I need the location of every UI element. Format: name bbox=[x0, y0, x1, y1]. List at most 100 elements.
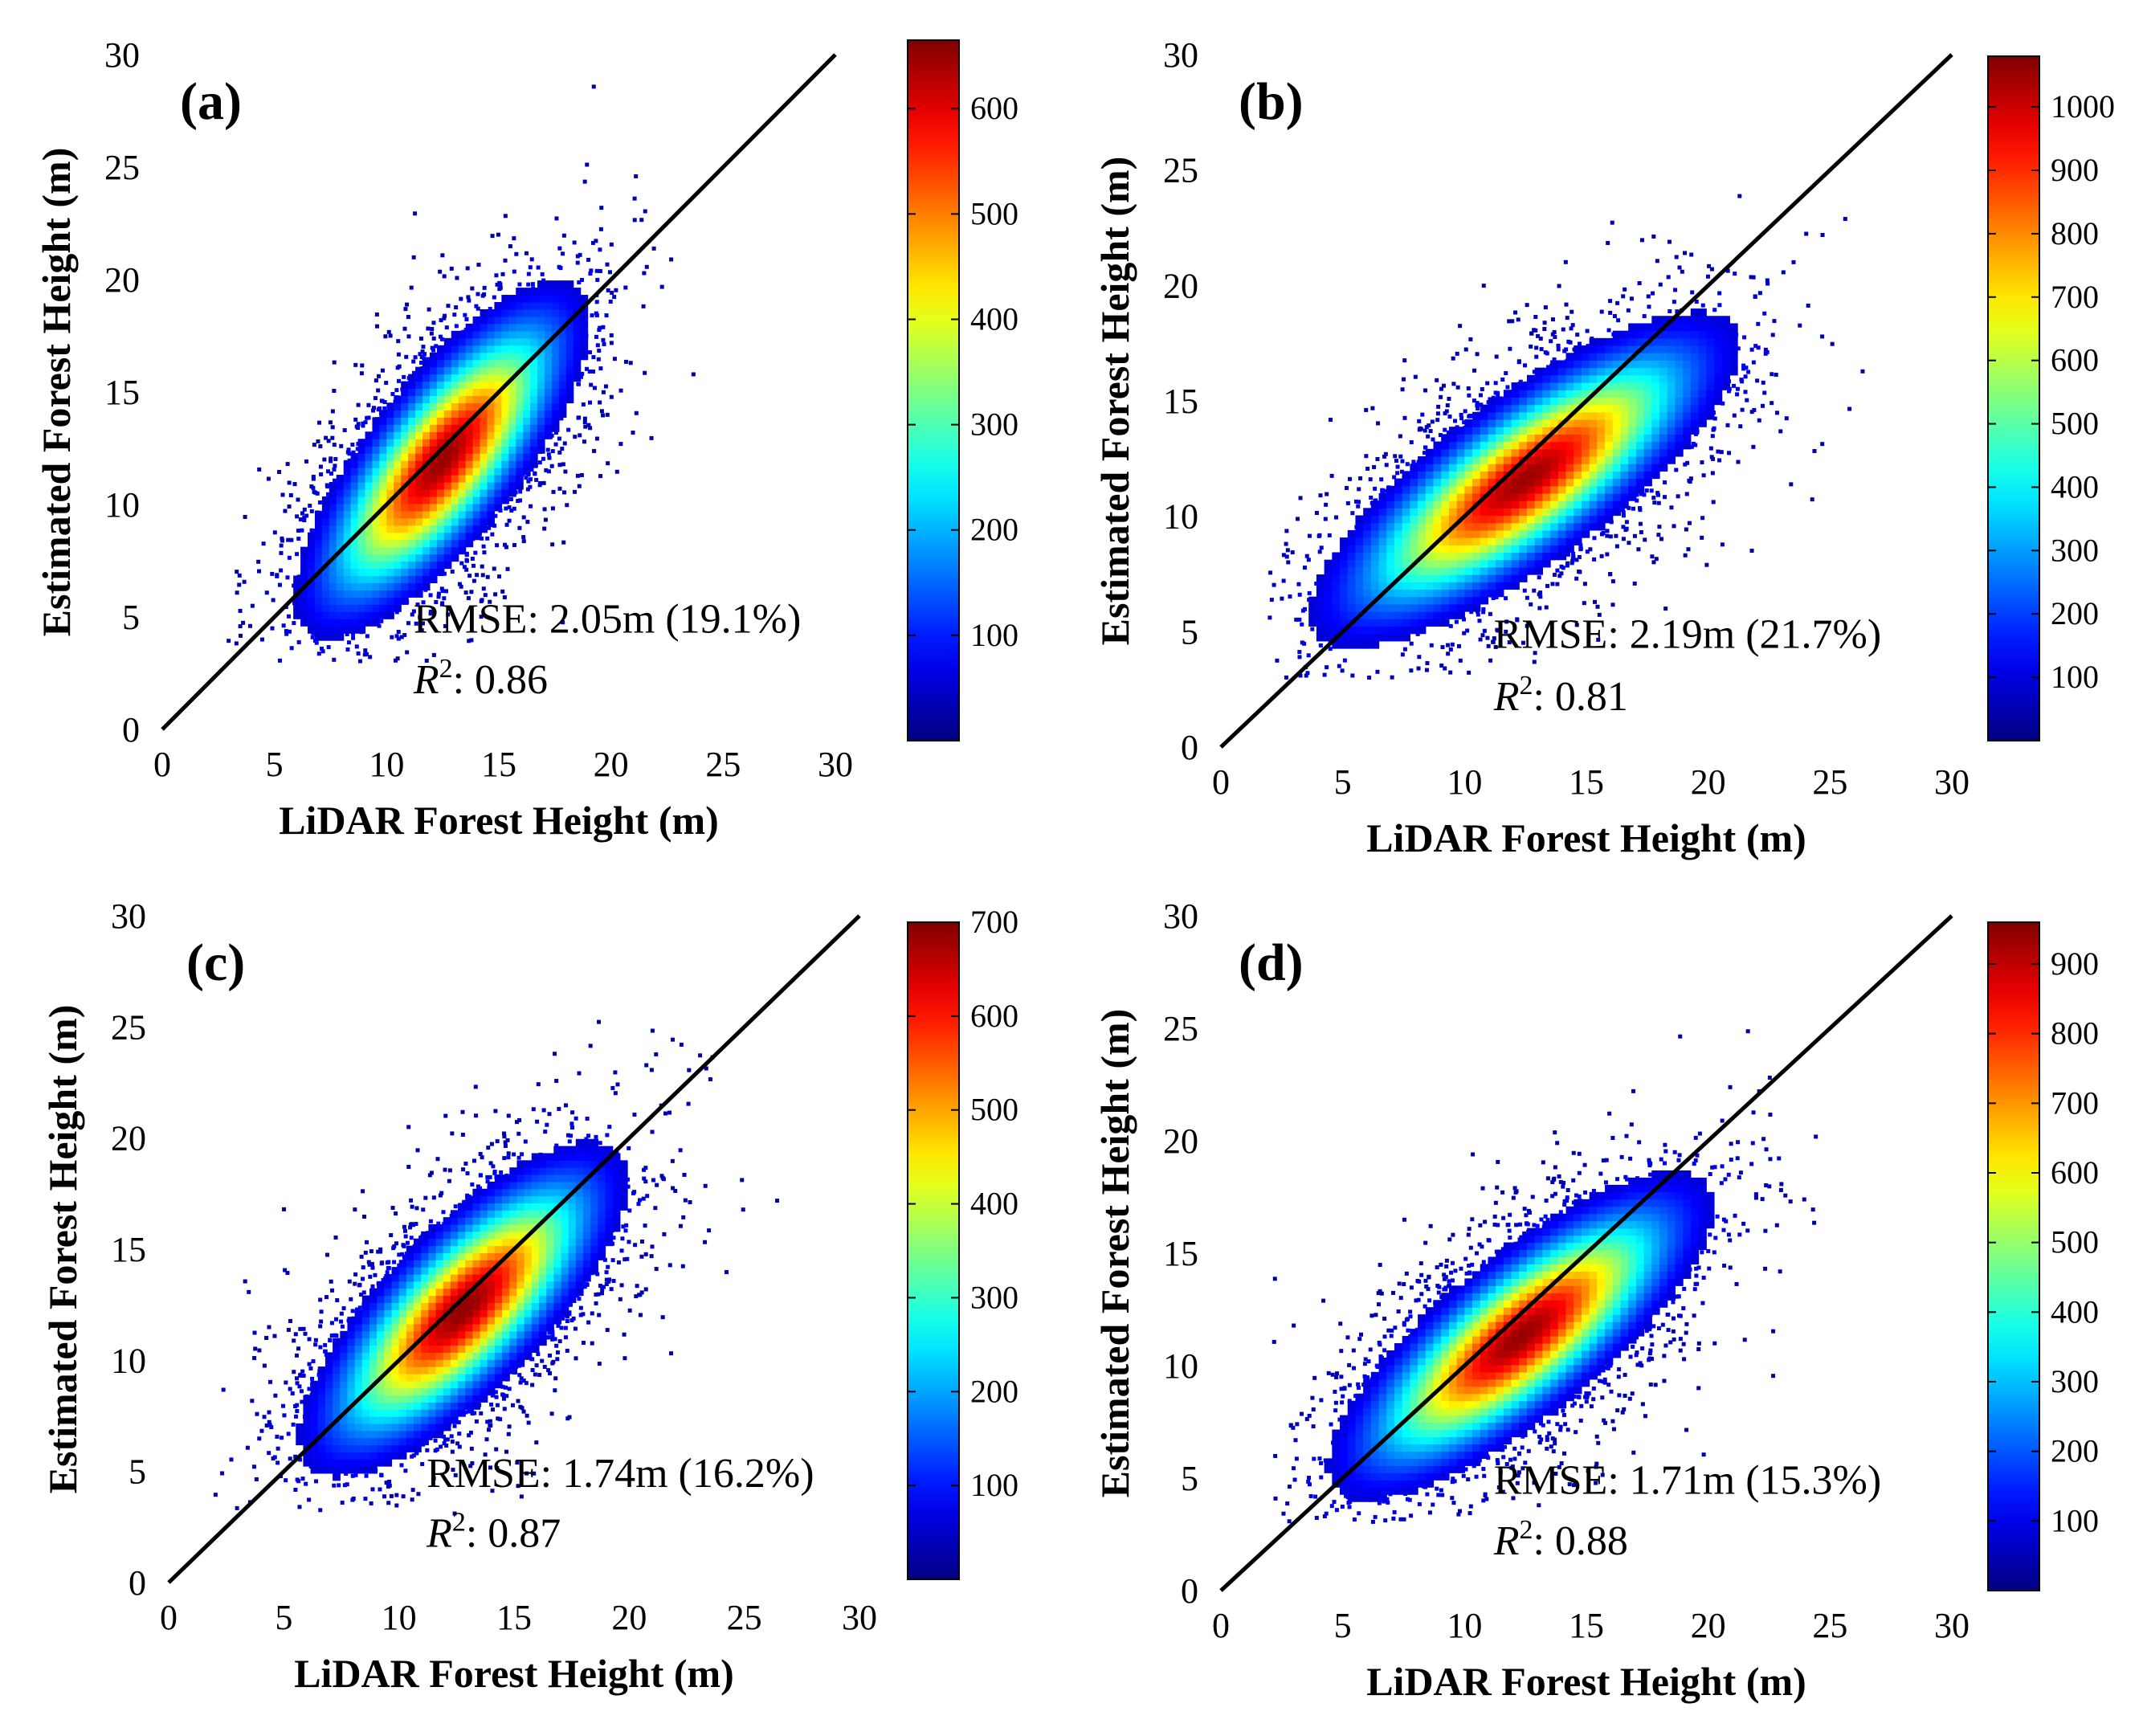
scatter-point bbox=[1428, 429, 1433, 434]
density-cell bbox=[379, 590, 387, 598]
scatter-point bbox=[480, 598, 484, 602]
density-cell bbox=[508, 359, 516, 368]
density-cell bbox=[372, 597, 380, 605]
scatter-point bbox=[526, 272, 531, 276]
scatter-point bbox=[1620, 508, 1625, 513]
density-cell bbox=[343, 460, 352, 468]
scatter-point bbox=[1435, 378, 1439, 382]
density-cell bbox=[329, 619, 337, 627]
density-cell bbox=[523, 337, 531, 346]
scatter-point bbox=[528, 484, 533, 489]
density-cell bbox=[314, 517, 323, 526]
scatter-point bbox=[1416, 666, 1421, 671]
scatter-point bbox=[475, 573, 480, 578]
density-cell bbox=[408, 446, 416, 454]
density-cell bbox=[422, 402, 431, 411]
scatter-point bbox=[1774, 372, 1778, 377]
density-cell bbox=[501, 468, 509, 476]
density-cell bbox=[551, 388, 560, 397]
scatter-point bbox=[396, 636, 401, 641]
scatter-point bbox=[464, 558, 469, 562]
density-cell bbox=[465, 323, 474, 332]
scatter-point bbox=[495, 543, 500, 548]
density-cell bbox=[551, 402, 560, 411]
density-cell bbox=[487, 323, 496, 332]
density-cell bbox=[422, 568, 431, 577]
scatter-point bbox=[1510, 319, 1515, 324]
density-cell bbox=[329, 604, 337, 612]
density-cell bbox=[422, 532, 431, 541]
scatter-point bbox=[1623, 287, 1627, 292]
scatter-point bbox=[377, 406, 382, 411]
scatter-point bbox=[464, 317, 469, 321]
density-cell bbox=[429, 417, 438, 425]
scatter-point bbox=[256, 569, 261, 574]
density-cell bbox=[544, 280, 553, 288]
scatter-point bbox=[1656, 500, 1661, 505]
scatter-point bbox=[1621, 294, 1626, 299]
density-cell bbox=[494, 431, 502, 439]
density-cell bbox=[487, 388, 496, 397]
density-cell bbox=[329, 590, 337, 598]
density-cell bbox=[516, 446, 524, 454]
scatter-point bbox=[351, 450, 356, 455]
scatter-point bbox=[1700, 303, 1705, 308]
scatter-point bbox=[634, 411, 639, 415]
density-cell bbox=[537, 366, 545, 375]
density-cell bbox=[458, 517, 467, 526]
density-cell bbox=[451, 417, 459, 425]
scatter-point bbox=[376, 388, 381, 393]
scatter-point bbox=[526, 479, 531, 484]
scatter-point bbox=[612, 295, 617, 300]
density-cell bbox=[329, 532, 337, 541]
density-cell bbox=[336, 539, 345, 548]
scatter-point bbox=[247, 623, 252, 628]
density-cell bbox=[451, 337, 459, 346]
scatter-point bbox=[1538, 590, 1543, 595]
scatter-point bbox=[1716, 449, 1721, 454]
density-cell bbox=[422, 417, 431, 425]
density-cell bbox=[516, 381, 524, 390]
scatter-point bbox=[618, 388, 623, 393]
density-cell bbox=[436, 417, 445, 425]
density-cell bbox=[429, 561, 438, 570]
density-cell bbox=[451, 468, 459, 476]
density-cell bbox=[472, 402, 481, 411]
density-cell bbox=[379, 525, 387, 533]
scatter-point bbox=[250, 603, 255, 608]
density-cell bbox=[350, 546, 359, 555]
scatter-point bbox=[1694, 299, 1699, 304]
density-cell bbox=[429, 460, 438, 468]
density-cell bbox=[394, 510, 402, 519]
density-cell bbox=[465, 410, 474, 418]
scatter-point bbox=[516, 499, 520, 504]
scatter-point bbox=[1742, 335, 1747, 340]
density-cell bbox=[530, 366, 538, 375]
scatter-point bbox=[1552, 357, 1557, 362]
density-cell bbox=[443, 453, 452, 461]
density-cell bbox=[350, 568, 359, 577]
scatter-point bbox=[418, 337, 423, 341]
density-cell bbox=[429, 496, 438, 504]
density-cell bbox=[451, 553, 459, 562]
scatter-point bbox=[541, 480, 546, 485]
density-cell bbox=[436, 395, 445, 404]
scatter-point bbox=[285, 462, 290, 467]
scatter-point bbox=[450, 570, 455, 574]
scatter-point bbox=[659, 284, 664, 289]
scatter-point bbox=[1597, 612, 1602, 617]
scatter-point bbox=[302, 507, 307, 512]
scatter-point bbox=[634, 174, 639, 178]
density-cell bbox=[436, 460, 445, 468]
density-cell bbox=[465, 402, 474, 411]
scatter-point bbox=[329, 459, 333, 464]
scatter-point bbox=[504, 545, 508, 549]
scatter-point bbox=[1417, 419, 1422, 423]
density-cell bbox=[329, 575, 337, 584]
x-tick-label: 10 bbox=[369, 745, 404, 784]
density-cell bbox=[386, 446, 394, 454]
scatter-point bbox=[322, 457, 327, 462]
scatter-point bbox=[463, 590, 468, 595]
density-cell bbox=[350, 482, 359, 490]
density-cell bbox=[501, 488, 509, 497]
